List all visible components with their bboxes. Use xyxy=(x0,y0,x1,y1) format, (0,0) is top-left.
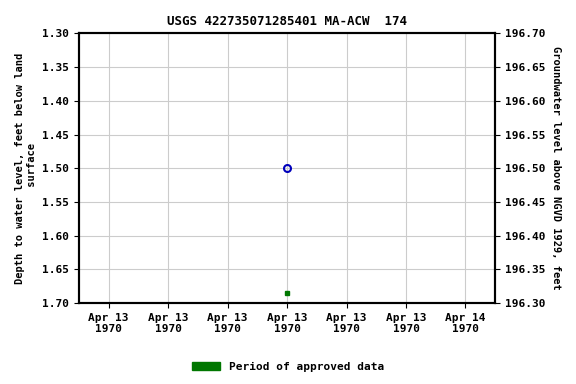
Title: USGS 422735071285401 MA-ACW  174: USGS 422735071285401 MA-ACW 174 xyxy=(167,15,407,28)
Y-axis label: Depth to water level, feet below land
 surface: Depth to water level, feet below land su… xyxy=(15,53,37,284)
Legend: Period of approved data: Period of approved data xyxy=(188,358,388,377)
Y-axis label: Groundwater level above NGVD 1929, feet: Groundwater level above NGVD 1929, feet xyxy=(551,46,561,290)
